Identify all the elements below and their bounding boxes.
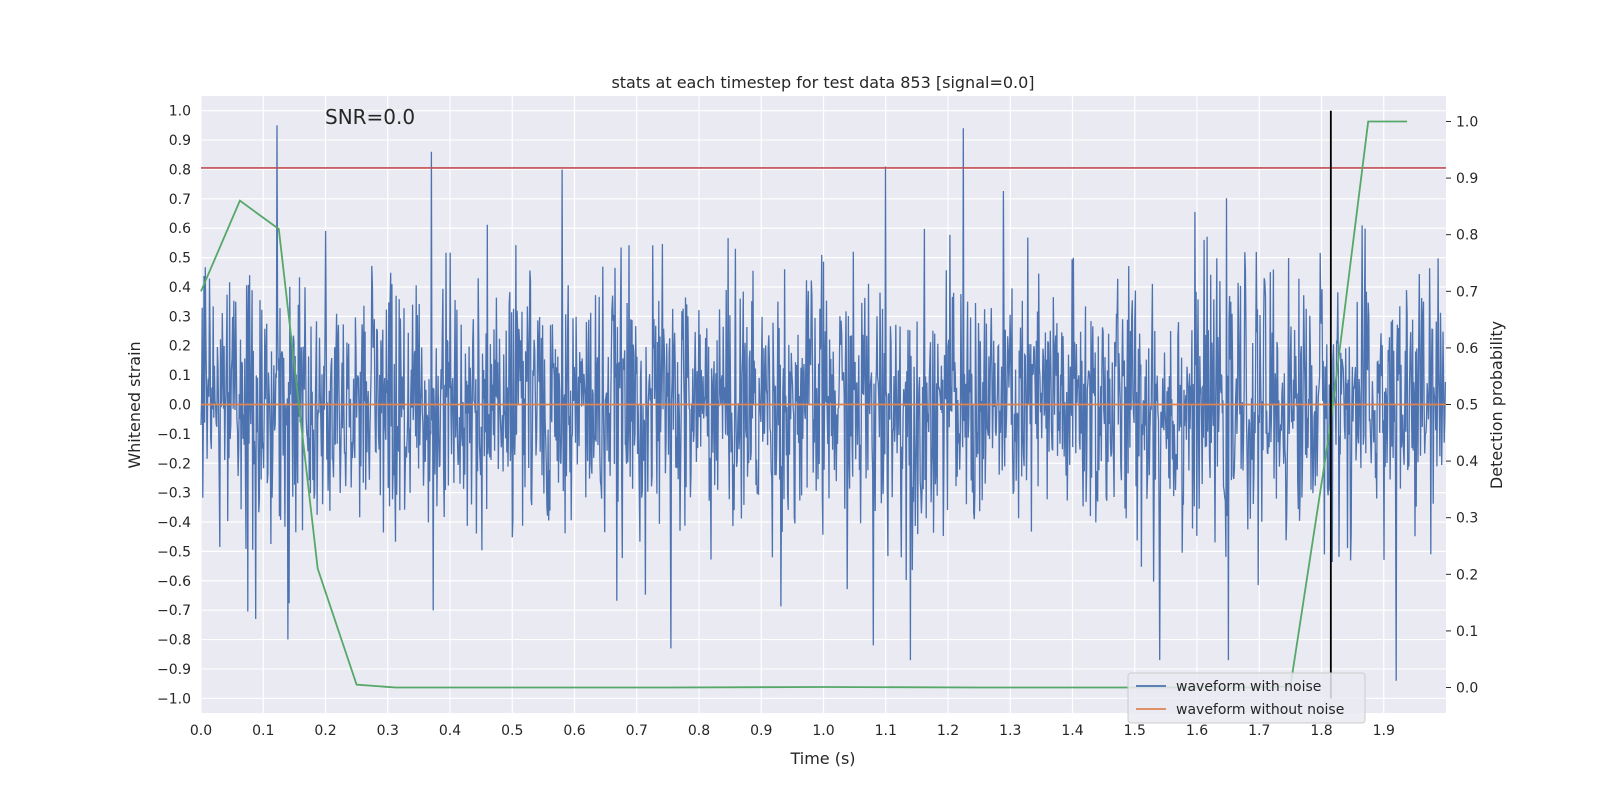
x-tick-label: 0.9 (750, 723, 772, 739)
y-tick-label: −0.8 (157, 633, 191, 649)
x-tick-label: 1.9 (1373, 723, 1395, 739)
y-tick-label: 0.4 (169, 280, 191, 296)
y2-tick-label: 0.1 (1456, 624, 1478, 640)
y-tick-label: 0.1 (169, 368, 191, 384)
y2-tick-label: 0.8 (1456, 228, 1478, 244)
y2-tick-label: 0.9 (1456, 171, 1478, 187)
y-tick-label: 0.6 (169, 221, 191, 237)
y2-axis-ticks: 1.0 0.9 0.8 0.7 0.6 0.5 0.4 0.3 0.2 0.1 0.0 (1446, 114, 1478, 697)
x-tick-label: 0.0 (190, 723, 212, 739)
y2-tick-label: 0.2 (1456, 567, 1478, 583)
x-tick-label: 0.3 (377, 723, 399, 739)
series-line-noisy (200, 125, 1447, 681)
y-tick-label: 0.2 (169, 339, 191, 355)
x-tick-label: 1.3 (999, 723, 1021, 739)
series-line-probability (200, 120, 1408, 689)
y2-axis-label: Detection probability (1487, 321, 1506, 489)
y-tick-label: 0.5 (169, 251, 191, 267)
legend-label-clean: waveform without noise (1176, 702, 1344, 718)
x-tick-label: 1.7 (1248, 723, 1270, 739)
x-tick-label: 1.1 (875, 723, 897, 739)
y-tick-label: 0.9 (169, 133, 191, 149)
y-tick-label: 0.8 (169, 162, 191, 178)
x-tick-label: 0.8 (688, 723, 710, 739)
y-tick-label: −0.1 (157, 427, 191, 443)
legend-label-noise: waveform with noise (1176, 679, 1321, 695)
x-tick-label: 0.6 (563, 723, 585, 739)
y-axis-ticks: 1.0 0.9 0.8 0.7 0.6 0.5 0.4 0.3 0.2 0.1 0.0 −0.1 −0.… (157, 104, 191, 708)
series-layer (200, 110, 1447, 699)
y-tick-label: 0.0 (169, 398, 191, 414)
y2-tick-label: 0.3 (1456, 511, 1478, 527)
x-tick-label: 0.2 (314, 723, 336, 739)
legend: waveform with noise waveform without noi… (1127, 672, 1366, 724)
x-tick-label: 0.5 (501, 723, 523, 739)
snr-annotation: SNR=0.0 (325, 105, 415, 129)
chart-title: stats at each timestep for test data 853… (611, 73, 1034, 92)
y-tick-label: −0.9 (157, 662, 191, 678)
y-tick-label: −0.3 (157, 486, 191, 502)
y-tick-label: −0.5 (157, 544, 191, 560)
y-tick-label: 1.0 (169, 104, 191, 120)
x-tick-label: 1.0 (812, 723, 834, 739)
x-tick-label: 0.7 (626, 723, 648, 739)
y2-tick-label: 1.0 (1456, 114, 1478, 130)
x-tick-label: 1.5 (1124, 723, 1146, 739)
y2-tick-label: 0.4 (1456, 454, 1478, 470)
x-tick-label: 1.4 (1061, 723, 1083, 739)
y-tick-label: −0.7 (157, 603, 191, 619)
y-tick-label: −1.0 (157, 691, 191, 707)
x-tick-label: 1.2 (937, 723, 959, 739)
y2-tick-label: 0.5 (1456, 398, 1478, 414)
y-tick-label: −0.6 (157, 574, 191, 590)
x-tick-label: 0.1 (252, 723, 274, 739)
x-axis-label: Time (s) (789, 749, 855, 768)
y-tick-label: −0.2 (157, 456, 191, 472)
x-axis-ticks: 0.0 0.1 0.2 0.3 0.4 0.5 0.6 0.7 0.8 0.9 1.0 1.1 1.2 1… (190, 723, 1395, 739)
y-tick-label: −0.4 (157, 515, 191, 531)
x-tick-label: 0.4 (439, 723, 461, 739)
y2-tick-label: 0.0 (1456, 681, 1478, 697)
x-tick-label: 1.8 (1310, 723, 1332, 739)
y2-tick-label: 0.7 (1456, 284, 1478, 300)
y2-tick-label: 0.6 (1456, 341, 1478, 357)
y-tick-label: 0.3 (169, 309, 191, 325)
legend-box (1127, 672, 1366, 724)
y-axis-label: Whitened strain (125, 341, 144, 468)
y-tick-label: 0.7 (169, 192, 191, 208)
x-tick-label: 1.6 (1186, 723, 1208, 739)
